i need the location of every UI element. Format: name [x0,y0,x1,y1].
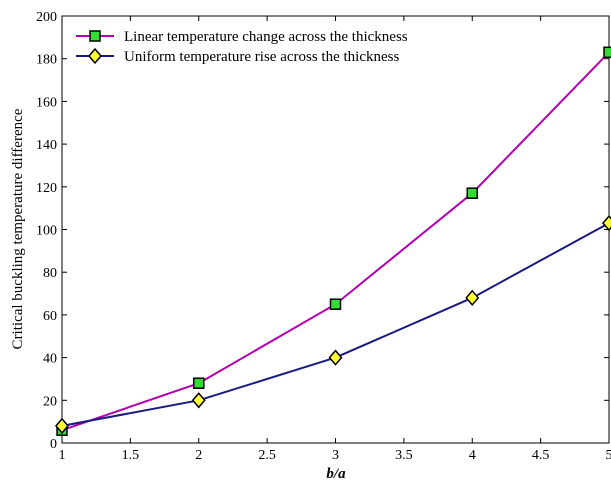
y-tick-label: 160 [36,95,57,110]
y-axis-label: Critical buckling temperature difference [10,108,26,349]
series-line [61,222,610,427]
x-tick-label: 1 [59,448,66,463]
legend-label: Uniform temperature rise across the thic… [124,49,399,65]
x-tick-label: 4.5 [532,448,550,463]
y-tick-label: 80 [43,266,57,281]
x-tick-label: 1.5 [122,448,140,463]
x-tick-label: 4 [469,448,476,463]
ticks: 1 1.5 2 2.5 3 3.5 4 4.5 5 0 20 40 60 80 100 120 140 160 18… [36,10,611,463]
y-tick-label: 100 [36,224,57,239]
data-point [55,417,69,435]
data-point [193,377,205,389]
x-tick-label: 2 [195,448,202,463]
legend-marker [88,47,102,65]
data-point [329,298,342,310]
series-line [61,51,610,432]
y-tick-label: 60 [43,309,57,324]
y-tick-label: 20 [43,394,57,409]
y-tick-label: 140 [36,138,57,153]
legend-label: Linear temperature change across the thi… [124,29,408,45]
x-axis-label: b/a [326,466,346,482]
x-tick-label: 3 [332,448,339,463]
plot-area-frame [61,15,610,444]
y-tick-label: 40 [43,352,57,367]
data-point [602,214,611,232]
x-tick-label: 2.5 [258,448,276,463]
y-tick-label: 180 [36,53,57,68]
legend: Linear temperature change across the thi… [76,29,408,65]
data-point [466,187,478,199]
y-tick-label: 0 [50,437,57,452]
x-tick-label: 5 [606,448,611,463]
y-tick-label: 120 [36,181,57,196]
data-point [191,392,206,409]
series [55,46,611,436]
data-point [465,289,480,306]
data-point [603,46,611,59]
series-1 [56,46,611,436]
data-point [328,349,343,366]
axes [61,15,610,444]
series-2 [55,214,611,435]
x-tick-label: 3.5 [395,448,413,463]
y-tick-label: 200 [36,10,57,25]
legend-marker [89,30,101,42]
